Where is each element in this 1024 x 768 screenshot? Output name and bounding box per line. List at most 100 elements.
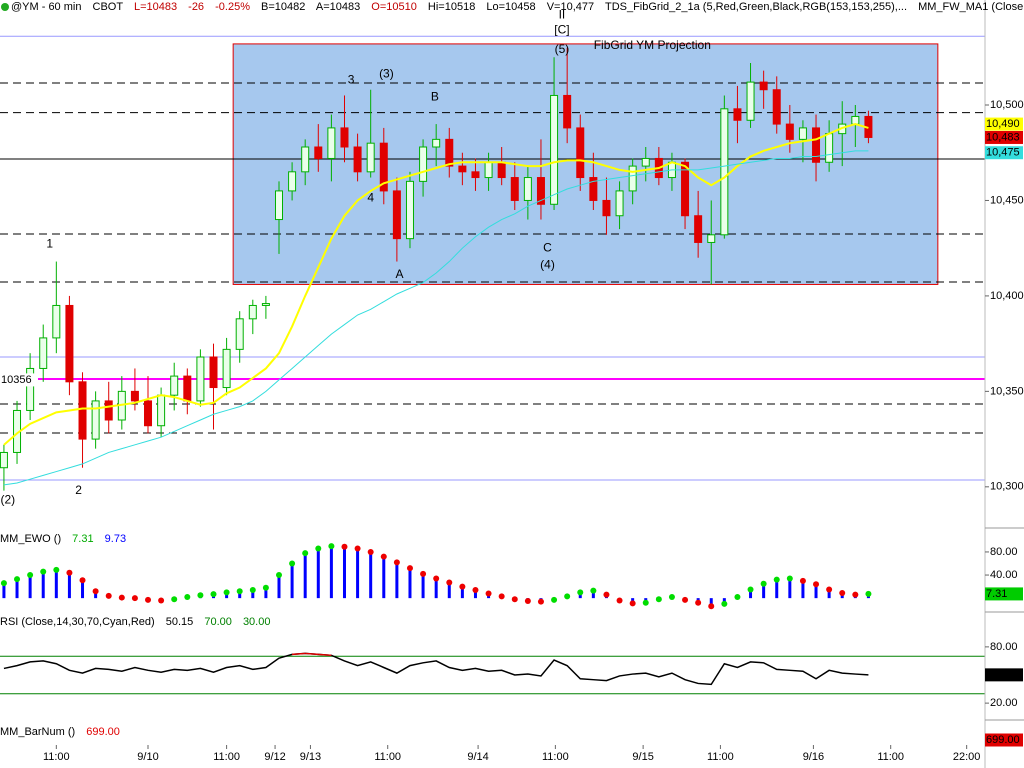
ewo-dot — [158, 597, 165, 604]
wave-label: 2 — [75, 483, 82, 497]
ewo-dot — [668, 593, 675, 600]
open: O=10510 — [371, 1, 417, 13]
y-tick-label: 80.00 — [990, 546, 1018, 558]
ewo-bar — [67, 572, 71, 599]
candle-body — [104, 400, 113, 421]
price-tag-label: 7.31 — [986, 588, 1007, 600]
pane-header: MM_BarNum () 699.00 — [0, 726, 120, 738]
candle-body — [0, 451, 8, 469]
price-tag — [985, 587, 1023, 601]
high: Hi=10518 — [428, 1, 475, 13]
candle-body — [432, 138, 441, 148]
candle-body — [183, 375, 192, 402]
ewo-dot — [197, 592, 204, 599]
candle-body — [52, 304, 61, 339]
x-tick-label: 9/12 — [264, 751, 285, 763]
candle-body — [379, 142, 388, 192]
x-tick-label: 11:00 — [213, 751, 240, 763]
ewo-bar — [264, 587, 268, 599]
candle-body — [615, 190, 624, 217]
candle-body — [209, 356, 218, 389]
x-tick-label: 11:00 — [542, 751, 569, 763]
ewo-dot — [79, 577, 86, 584]
pane-value: 699.00 — [86, 726, 120, 738]
pane-value: 70.00 — [204, 616, 232, 628]
wave-label: [C] — [554, 23, 569, 37]
ewo-dot — [275, 572, 282, 579]
ewo-dot — [459, 583, 466, 590]
price-tag-label: 10,483 — [986, 131, 1020, 143]
ewo-bar — [421, 573, 425, 599]
ewo-bar — [356, 548, 360, 599]
candle-body — [641, 157, 650, 167]
price-tag-label: 50.15 — [986, 669, 1014, 681]
plot-area: 1 2 (2) 3 (3) 4 A B C (4) (5) [C] II FibGrid YM Proje… — [0, 7, 985, 763]
ewo-bar — [277, 575, 281, 599]
wave-label: (3) — [379, 67, 394, 81]
ewo-bar — [329, 546, 333, 599]
candle-body — [248, 304, 257, 320]
ewo-dot — [262, 584, 269, 591]
candle-body — [707, 234, 716, 243]
ewo-bar — [460, 586, 464, 599]
candle-body — [851, 115, 860, 125]
ewo-bar — [434, 578, 438, 599]
ewo-dot — [27, 572, 34, 579]
candle-body — [471, 171, 480, 179]
ewo-dot — [210, 591, 217, 598]
price-tag-label: 10,490 — [986, 118, 1020, 130]
x-tick-label: 9/14 — [467, 751, 488, 763]
ewo-bar — [395, 562, 399, 599]
ewo-dot — [420, 570, 427, 577]
ewo-dot — [577, 589, 584, 596]
ewo-dot — [813, 581, 820, 588]
candle-body — [445, 138, 454, 167]
wave-label: (2) — [1, 492, 16, 506]
rsi-line — [3, 652, 869, 686]
wave-label: 1 — [46, 237, 53, 251]
candle-body — [392, 190, 401, 240]
candle-body — [340, 127, 349, 148]
ewo-dot — [184, 593, 191, 600]
ask: A=10483 — [316, 1, 360, 13]
price-tag — [985, 117, 1023, 131]
ewo-bar — [749, 589, 753, 599]
ewo-bar — [290, 563, 294, 599]
projection-box — [232, 43, 939, 285]
ewo-dot — [721, 600, 728, 607]
ewo-dot — [328, 543, 335, 550]
ewo-dot — [223, 589, 230, 596]
ewo-bar — [775, 579, 779, 599]
ewo-dot — [406, 565, 413, 572]
bid: B=10482 — [261, 1, 305, 13]
price-tag-label: 10356 — [1, 374, 32, 386]
header: @YM - 60 min CBOT L=10483 -26 -0.25% B=1… — [11, 1, 1024, 13]
ewo-dot — [603, 591, 610, 598]
ewo-dot — [145, 596, 152, 603]
candle-body — [261, 303, 270, 306]
wave-label: 3 — [348, 72, 355, 86]
candle-body — [798, 127, 807, 140]
ewo-dot — [105, 592, 112, 599]
candle-body — [681, 161, 690, 217]
x-tick-label: 9/16 — [803, 751, 824, 763]
ewo-dot — [446, 579, 453, 586]
ewo-bar — [41, 571, 45, 599]
candle-body — [523, 177, 532, 201]
ewo-dot — [341, 543, 348, 550]
price-tag — [985, 130, 1023, 144]
x-tick-label: 9/13 — [300, 751, 321, 763]
rsi-overbought — [318, 653, 332, 657]
ewo-dot — [14, 576, 21, 583]
ewo-dot — [131, 595, 138, 602]
candle-body — [550, 94, 559, 205]
price-tag — [985, 146, 1023, 160]
ewo-dot — [760, 580, 767, 587]
ewo-dot — [315, 545, 322, 552]
candle-body — [458, 165, 467, 173]
rsi-overbought — [292, 652, 306, 656]
candle-body — [733, 108, 742, 121]
pane-value: 50.15 — [166, 616, 194, 628]
ewo-dot — [249, 587, 256, 594]
